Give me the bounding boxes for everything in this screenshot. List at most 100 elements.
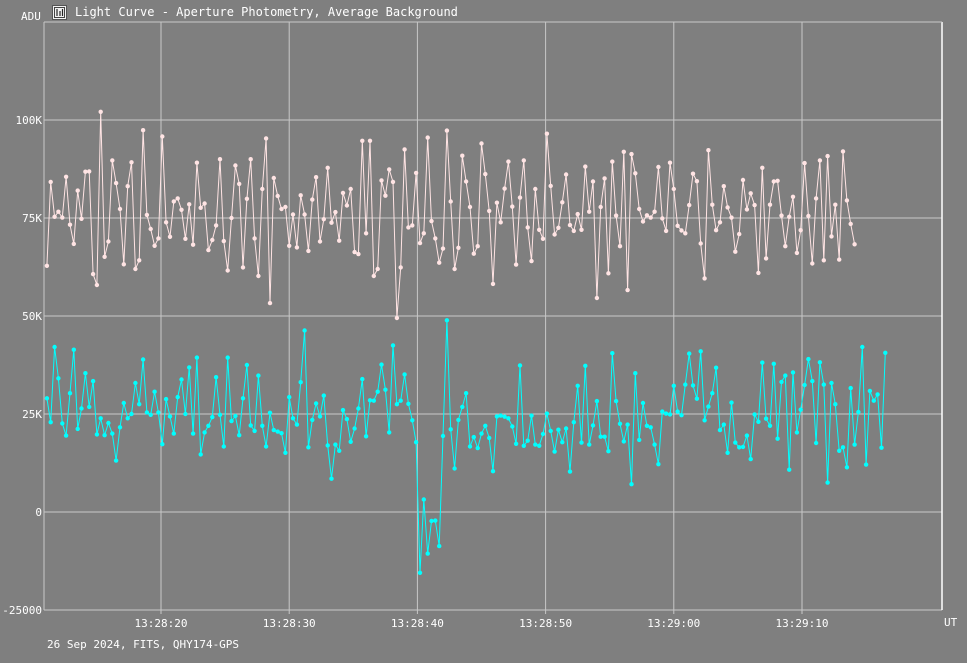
series-2-point bbox=[71, 347, 77, 352]
series-2-point bbox=[379, 362, 384, 367]
series-2-point bbox=[102, 433, 107, 438]
series-2-point bbox=[717, 427, 723, 433]
series-2-point bbox=[437, 543, 442, 549]
series-1-point bbox=[187, 202, 192, 207]
series-1-point bbox=[813, 196, 819, 201]
series-2-point bbox=[194, 355, 200, 360]
series-1-point bbox=[729, 215, 734, 220]
series-1-point bbox=[202, 201, 207, 206]
series-2-point bbox=[875, 392, 880, 397]
series-1-point bbox=[75, 188, 80, 193]
series-1-point bbox=[183, 236, 188, 241]
series-2-point bbox=[448, 427, 453, 432]
series-1-point bbox=[425, 135, 430, 140]
series-1-line bbox=[46, 111, 856, 319]
series-2-point bbox=[802, 382, 807, 388]
series-1-point bbox=[160, 134, 165, 139]
series-2-point bbox=[633, 371, 638, 376]
series-1-point bbox=[179, 207, 184, 212]
series-1-point bbox=[417, 240, 423, 246]
series-1-point bbox=[383, 193, 388, 198]
series-2-point bbox=[360, 376, 365, 382]
series-1-point bbox=[502, 186, 507, 191]
series-1-point bbox=[67, 222, 73, 227]
series-2-point bbox=[529, 413, 534, 418]
series-2-point bbox=[348, 439, 353, 444]
series-1-point bbox=[163, 220, 169, 225]
series-2-point bbox=[679, 413, 684, 418]
series-1-point bbox=[598, 204, 603, 210]
series-1-point bbox=[652, 209, 657, 214]
series-1-point bbox=[621, 149, 626, 154]
series-1-point bbox=[340, 190, 346, 196]
series-1-point bbox=[690, 171, 696, 176]
series-2-point bbox=[290, 416, 296, 421]
series-1-point bbox=[60, 215, 65, 220]
series-1-point bbox=[787, 214, 792, 219]
series-2-point bbox=[302, 328, 307, 333]
series-1-point bbox=[213, 223, 219, 228]
series-1-point bbox=[87, 169, 92, 174]
series-2-point bbox=[794, 430, 800, 435]
series-1-point bbox=[610, 159, 615, 164]
series-1-point bbox=[337, 238, 342, 243]
series-2-point bbox=[729, 400, 734, 405]
series-1-point bbox=[317, 239, 323, 244]
y-tick-label: 25K bbox=[22, 408, 42, 421]
series-1-point bbox=[625, 287, 630, 293]
series-2-point bbox=[694, 396, 700, 401]
series-2-point bbox=[594, 398, 600, 404]
series-1 bbox=[44, 109, 857, 321]
series-2-point bbox=[590, 423, 596, 428]
series-1-point bbox=[533, 186, 538, 192]
series-1-point bbox=[487, 208, 492, 214]
series-1-point bbox=[763, 256, 769, 261]
series-1-point bbox=[390, 179, 396, 185]
footer-info: 26 Sep 2024, FITS, QHY174-GPS bbox=[47, 638, 240, 651]
series-1-point bbox=[156, 236, 161, 241]
series-2-point bbox=[375, 389, 380, 394]
series-2-point bbox=[298, 380, 303, 385]
series-1-point bbox=[575, 211, 580, 217]
series-1-point bbox=[694, 179, 700, 184]
series-1-point bbox=[698, 241, 703, 246]
series-1-point bbox=[398, 265, 403, 270]
series-2-point bbox=[106, 420, 111, 426]
series-2-point bbox=[837, 448, 842, 453]
series-2-point bbox=[598, 434, 603, 439]
series-2-point bbox=[748, 456, 753, 462]
series-2-point bbox=[471, 434, 476, 440]
series-1-point bbox=[271, 175, 276, 181]
series-2-point bbox=[283, 450, 288, 455]
series-2-point bbox=[460, 404, 465, 410]
series-2-point bbox=[552, 449, 557, 454]
series-1-point bbox=[656, 164, 661, 170]
series-2-point bbox=[806, 356, 811, 362]
series-1-point bbox=[294, 245, 300, 250]
y-tick-label: 100K bbox=[16, 114, 43, 127]
series-2-point bbox=[833, 402, 838, 407]
series-2-point bbox=[398, 398, 403, 403]
series-2-point bbox=[737, 445, 742, 450]
series-2-point bbox=[637, 437, 642, 443]
series-2-point bbox=[537, 443, 542, 448]
series-1-point bbox=[263, 136, 269, 141]
series-1-point bbox=[517, 195, 523, 200]
series-2-point bbox=[267, 410, 273, 415]
series-1-point bbox=[133, 266, 138, 272]
series-1-point bbox=[117, 206, 123, 212]
series-2-point bbox=[825, 480, 830, 485]
series-1-point bbox=[794, 250, 800, 256]
series-2-point bbox=[148, 412, 153, 417]
series-1-point bbox=[733, 249, 738, 254]
series-1-point bbox=[79, 216, 84, 221]
light-curve-app-icon[interactable] bbox=[52, 4, 67, 20]
series-2-point bbox=[640, 400, 646, 406]
series-1-point bbox=[717, 220, 723, 225]
series-1-point bbox=[229, 215, 234, 221]
series-2-point bbox=[783, 373, 788, 378]
series-2-point bbox=[413, 440, 419, 445]
series-1-point bbox=[221, 238, 226, 244]
series-1-point bbox=[167, 234, 173, 239]
series-1-point bbox=[375, 266, 380, 272]
